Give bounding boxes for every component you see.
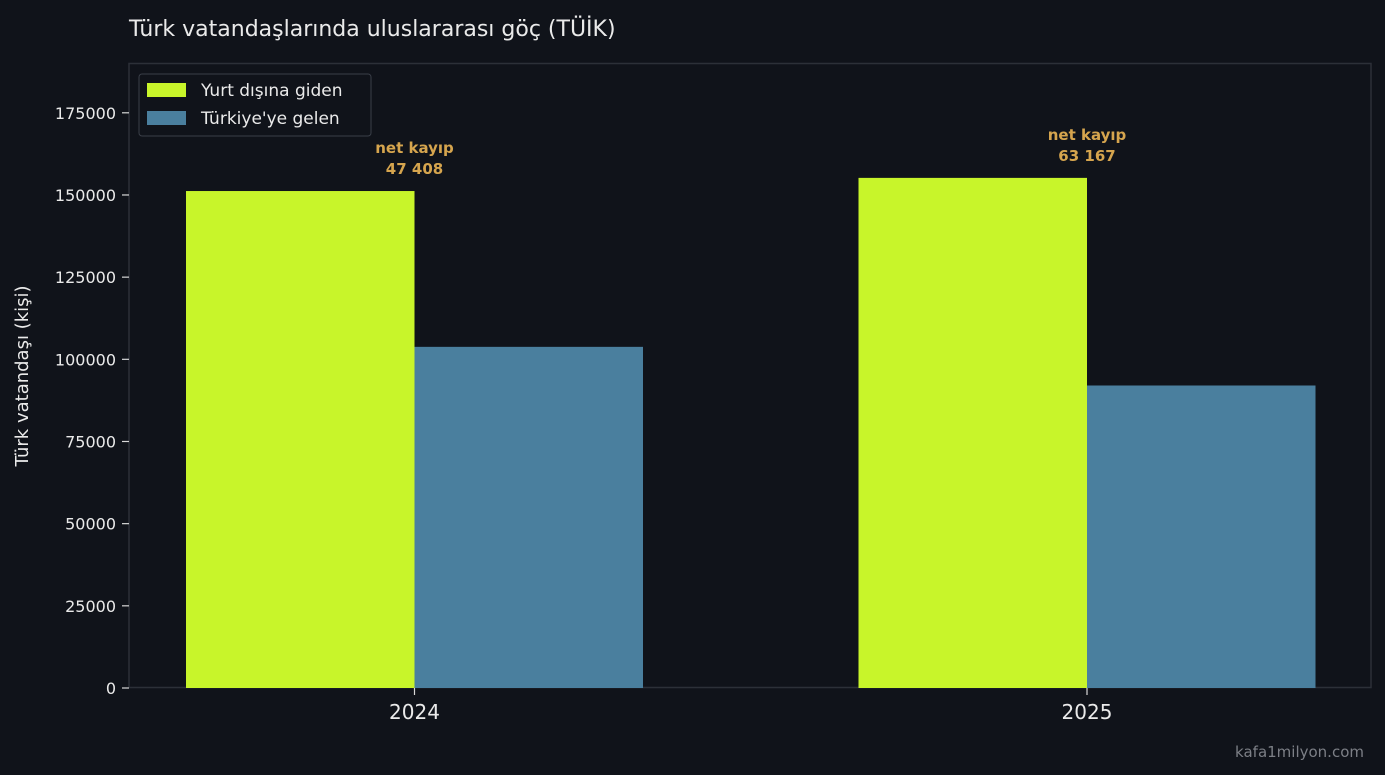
legend: Yurt dışına giden Türkiye'ye gelen [138, 73, 372, 137]
annotation-value-2025: 63 167 [1058, 147, 1115, 165]
y-axis: 0 25000 50000 75000 100000 125000 150000 175000 [55, 104, 129, 698]
bar-outgoing-2025 [858, 177, 1087, 688]
bar-incoming-2024 [414, 346, 643, 688]
legend-swatch-incoming [147, 111, 186, 125]
y-tick-label: 175000 [55, 104, 116, 123]
y-tick-label: 25000 [65, 597, 116, 616]
annotation-label-2025: net kayıp [1048, 126, 1127, 144]
plot-frame [128, 62, 1372, 689]
annotation-value-2024: 47 408 [386, 160, 443, 178]
y-tick-label: 75000 [65, 432, 116, 451]
y-axis-label: Türk vatandaşı (kişi) [12, 285, 33, 467]
annotation-label-2024: net kayıp [375, 139, 454, 157]
legend-label-incoming: Türkiye'ye gelen [200, 109, 340, 129]
y-tick-label: 100000 [55, 350, 116, 369]
y-tick-label: 50000 [65, 515, 116, 534]
bar-outgoing-2024 [186, 191, 415, 688]
legend-swatch-outgoing [147, 83, 186, 97]
watermark: kafa1milyon.com [1235, 743, 1364, 761]
x-axis: 2024 2025 [389, 688, 1112, 724]
annotations-layer: net kayıp 47 408 net kayıp 63 167 [375, 126, 1126, 178]
y-tick-label: 125000 [55, 268, 116, 287]
legend-box [138, 73, 372, 137]
chart-title: Türk vatandaşlarında uluslararası göç (T… [128, 16, 616, 42]
bar-incoming-2025 [1087, 385, 1316, 688]
legend-label-outgoing: Yurt dışına giden [200, 81, 343, 101]
x-tick-label-2025: 2025 [1062, 700, 1113, 724]
bars-layer [186, 177, 1316, 688]
y-tick-label: 0 [106, 679, 116, 698]
y-tick-label: 150000 [55, 186, 116, 205]
x-tick-label-2024: 2024 [389, 700, 440, 724]
